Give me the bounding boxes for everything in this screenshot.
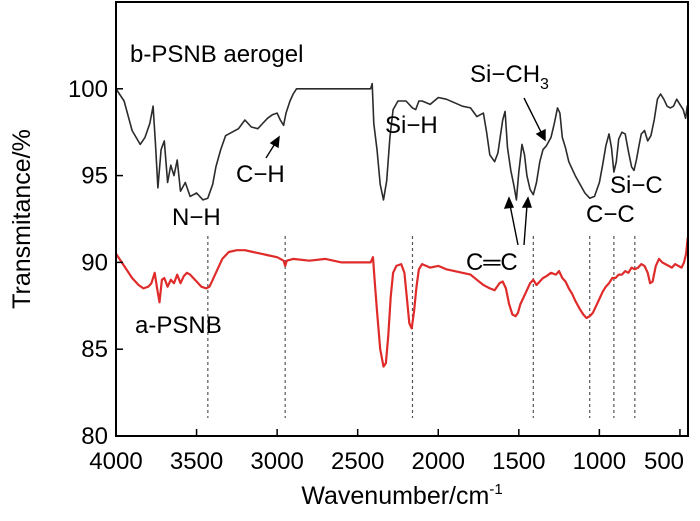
reference-lines: [207, 236, 636, 418]
series-lines: [115, 82, 690, 368]
series-line-a-psnb: [115, 237, 690, 368]
annotation-sich3: Si−CH3: [470, 61, 549, 93]
arrow-ch-head: [269, 135, 280, 149]
annotation-sich3-sub: 3: [540, 76, 549, 93]
x-tick-label: 3500: [170, 448, 223, 475]
x-tick-label: 1500: [492, 448, 545, 475]
annotation-arrows: [265, 97, 546, 246]
x-axis-title-sup: -1: [489, 481, 502, 498]
arrow-cc-double-1-head: [503, 196, 515, 209]
plot-frame: [115, 1, 689, 437]
y-axis-title: Transmitance/%: [8, 129, 36, 309]
annotation-ch: C−H: [236, 161, 285, 188]
annotation-sic: Si−C: [610, 172, 663, 199]
y-tick-label: 100: [68, 76, 108, 103]
y-tick-label: 95: [81, 163, 108, 190]
x-axis-title: Wavenumber/cm-1: [301, 481, 502, 510]
arrow-cc-double-2: [523, 204, 528, 246]
series-line-b-psnb-aerogel: [115, 82, 689, 201]
x-axis-title-text: Wavenumber/cm: [301, 482, 489, 510]
annotation-cc: C−C: [586, 201, 635, 228]
arrow-sich3: [523, 97, 543, 135]
annotation-sih: Si−H: [385, 112, 438, 139]
annotation-sich3-text: Si−CH: [470, 61, 540, 88]
annotation-nh: N−H: [172, 204, 221, 231]
x-tick-label: 1000: [573, 448, 626, 475]
series-label-b-psnb: b-PSNB aerogel: [130, 41, 303, 68]
x-tick-label: 3000: [250, 448, 303, 475]
x-tick-label: 2000: [412, 448, 465, 475]
arrow-sich3-head: [535, 128, 546, 142]
annotation-c-double-c: C═C: [466, 249, 518, 276]
y-tick-label: 80: [81, 423, 108, 450]
y-tick-label: 90: [81, 249, 108, 276]
x-tick-label: 4000: [89, 448, 142, 475]
arrow-cc-double-1: [509, 204, 519, 246]
y-tick-label: 85: [81, 336, 108, 363]
series-label-a-psnb: a-PSNB: [135, 312, 222, 339]
axis-ticks: 4000 3500 3000 2500 2000 1500 1000 500 80 85 90 95 1…: [68, 76, 684, 475]
arrow-cc-double-2-head: [521, 196, 532, 208]
x-tick-label: 500: [644, 448, 684, 475]
x-tick-label: 2500: [331, 448, 384, 475]
